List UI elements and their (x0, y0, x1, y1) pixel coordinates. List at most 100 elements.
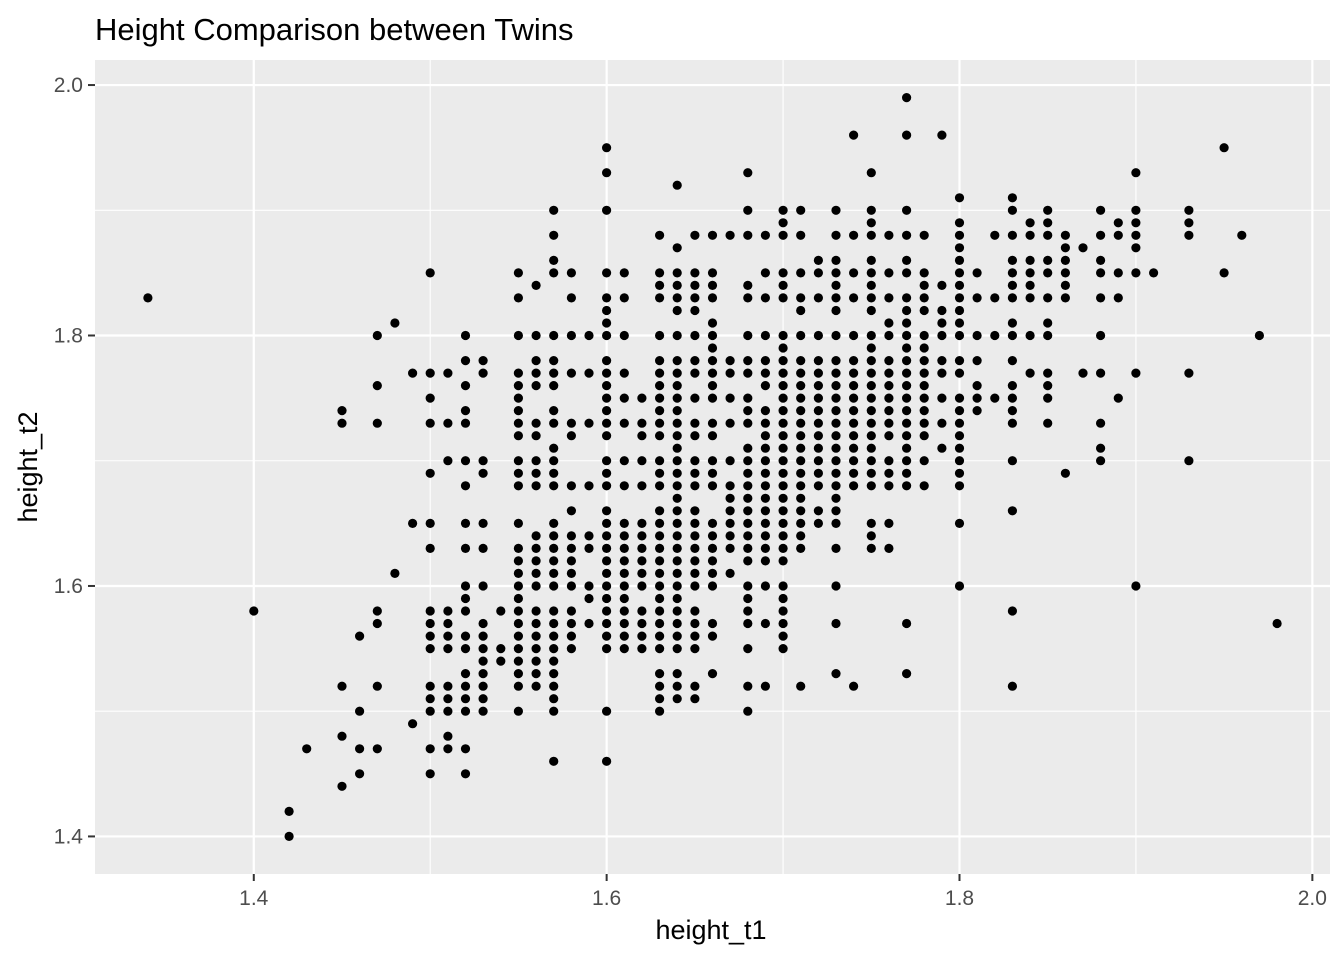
data-point (954, 418, 965, 428)
data-point (549, 618, 559, 629)
data-point (443, 744, 453, 754)
data-point (637, 481, 647, 491)
data-point (1131, 581, 1141, 591)
plot-panel (95, 60, 1330, 874)
data-point (408, 719, 418, 729)
data-point (725, 356, 735, 366)
data-point (690, 468, 700, 478)
data-point (637, 631, 647, 641)
data-point (760, 230, 771, 240)
data-point (672, 456, 682, 466)
data-point (672, 481, 682, 491)
data-point (443, 706, 453, 716)
data-point (478, 631, 488, 641)
data-point (1131, 218, 1141, 228)
data-point (1025, 255, 1035, 265)
data-point (707, 368, 718, 378)
data-point (919, 481, 929, 491)
data-point (478, 618, 488, 629)
data-point (566, 481, 577, 491)
data-point (937, 393, 947, 403)
data-point (990, 293, 1000, 303)
data-point (513, 468, 524, 478)
data-point (831, 418, 841, 428)
data-point (866, 518, 876, 529)
data-point (690, 431, 700, 441)
data-point (1237, 230, 1247, 240)
data-point (672, 631, 682, 641)
data-point (1007, 606, 1018, 616)
data-point (655, 706, 665, 716)
data-point (954, 481, 965, 491)
data-point (1060, 293, 1070, 303)
data-point (637, 418, 647, 428)
data-point (813, 456, 824, 466)
data-point (760, 556, 771, 566)
data-point (707, 568, 718, 579)
data-point (919, 431, 929, 441)
data-point (425, 681, 435, 691)
data-point (707, 431, 718, 441)
data-point (866, 205, 876, 215)
data-point (919, 343, 929, 353)
data-point (778, 556, 788, 566)
data-point (778, 406, 788, 416)
data-point (549, 518, 559, 529)
data-point (619, 368, 629, 378)
data-point (707, 631, 718, 641)
data-point (743, 481, 753, 491)
data-point (672, 243, 682, 253)
data-point (760, 618, 771, 629)
data-point (655, 368, 665, 378)
data-point (919, 280, 929, 290)
data-point (813, 293, 824, 303)
data-point (902, 255, 912, 265)
data-point (478, 543, 488, 554)
data-point (602, 293, 612, 303)
data-point (884, 518, 894, 529)
data-point (760, 581, 771, 591)
data-point (760, 531, 771, 541)
data-point (549, 531, 559, 541)
data-point (478, 518, 488, 529)
data-point (478, 656, 488, 666)
data-point (443, 731, 453, 741)
data-point (1043, 330, 1053, 341)
data-point (337, 681, 347, 691)
data-point (813, 506, 824, 516)
data-point (866, 443, 876, 453)
data-point (655, 681, 665, 691)
data-point (549, 456, 559, 466)
data-point (655, 268, 665, 278)
data-point (584, 418, 594, 428)
data-point (813, 418, 824, 428)
data-point (902, 468, 912, 478)
data-point (443, 644, 453, 654)
data-point (672, 468, 682, 478)
data-point (602, 393, 612, 403)
data-point (337, 731, 347, 741)
data-point (513, 518, 524, 529)
data-point (531, 631, 541, 641)
x-tick-label: 1.6 (592, 887, 621, 910)
data-point (831, 669, 841, 679)
data-point (655, 393, 665, 403)
data-point (549, 468, 559, 478)
data-point (1043, 230, 1053, 240)
data-point (1007, 318, 1018, 328)
data-point (902, 418, 912, 428)
data-point (602, 143, 612, 153)
data-point (549, 381, 559, 391)
data-point (707, 343, 718, 353)
data-point (478, 669, 488, 679)
data-point (760, 543, 771, 554)
data-point (372, 744, 382, 754)
data-point (1060, 255, 1070, 265)
data-point (1025, 268, 1035, 278)
data-point (672, 681, 682, 691)
data-point (549, 543, 559, 554)
data-point (813, 406, 824, 416)
data-point (743, 368, 753, 378)
data-point (954, 230, 965, 240)
data-point (831, 381, 841, 391)
